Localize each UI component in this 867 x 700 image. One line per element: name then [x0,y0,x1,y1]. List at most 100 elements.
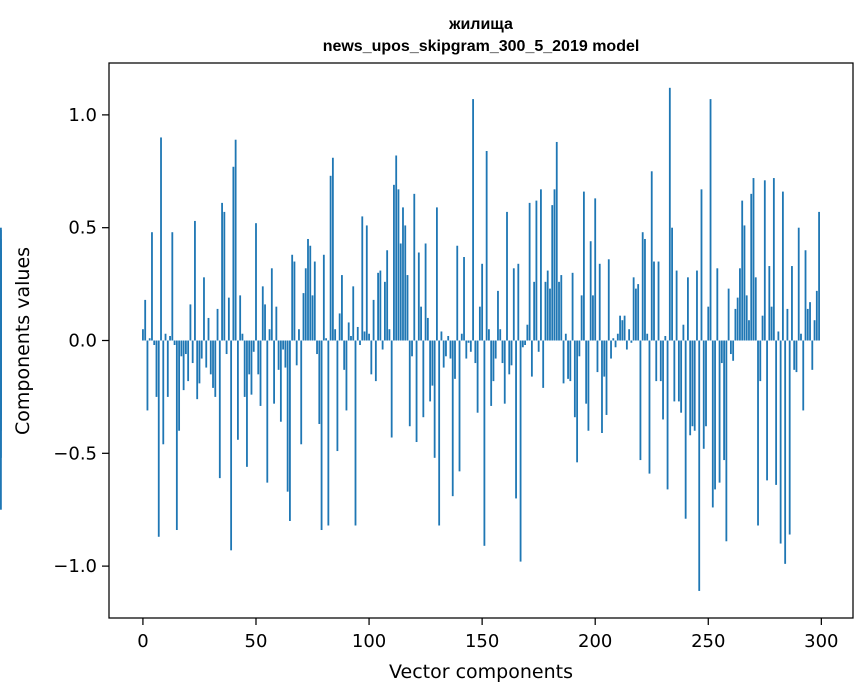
bar [736,297,739,341]
bar [298,329,300,341]
bar [239,295,242,341]
bar [709,99,712,341]
bar [748,320,750,341]
bar [445,340,447,357]
bar [266,340,269,483]
bar [279,340,282,422]
bar [320,340,323,531]
bar [166,340,169,397]
bar [526,324,529,341]
bar [729,340,732,355]
bar [664,335,667,341]
bar [806,308,809,341]
bar [458,340,461,472]
bar [402,207,404,341]
bar [725,340,728,542]
bar [528,202,531,341]
bar [291,254,294,341]
bar [383,281,386,341]
bar [372,299,375,341]
bar [429,340,432,402]
bar [259,340,262,406]
bar [194,220,196,341]
bar [515,340,517,499]
bar [587,340,590,431]
bar [625,340,628,350]
bar [273,340,275,404]
bar [804,250,807,341]
bar [420,306,422,341]
bar [530,340,533,377]
bar [723,340,726,461]
bar [207,317,210,341]
bar [675,270,678,341]
bar [440,331,443,341]
bar [442,340,445,368]
bar [754,277,757,341]
bar [619,315,621,341]
bar [687,277,689,341]
bar [494,340,497,359]
bar [573,340,576,418]
bar [793,340,796,370]
bar [818,211,820,341]
bar [232,166,235,341]
x-tick-label: 300 [804,631,838,652]
bar [313,261,316,341]
y-tick-label: −1.0 [53,556,97,577]
bar [293,261,296,341]
bar [772,178,775,341]
bar [623,315,626,341]
bar [404,225,407,341]
bar [0,250,2,341]
bar [325,338,327,341]
x-tick-label: 50 [245,631,268,652]
chart-subtitle: news_upos_skipgram_300_5_2019 model [323,38,640,55]
bar [318,340,321,424]
bar [497,290,499,341]
bar [142,329,144,341]
y-axis-ticks: −1.0 −0.5 0.0 0.5 1.0 [53,105,109,577]
bar [411,340,413,357]
bar [205,340,208,368]
bar [241,333,244,341]
bar [779,340,782,544]
bar [463,257,465,341]
bar [535,200,538,341]
bar [329,175,332,341]
bar [275,306,278,341]
bar [169,335,171,341]
bar [227,297,230,341]
bar [508,340,511,375]
bar [510,340,513,366]
bar [377,272,380,341]
bar [426,317,429,341]
bar [431,340,434,386]
bar [775,340,778,485]
bar [270,268,273,341]
bar [666,340,669,490]
bar [406,275,409,341]
bar [677,340,680,402]
bar [646,333,649,341]
bar [795,340,798,373]
bar [702,340,705,449]
bar [813,320,816,341]
bar [449,340,452,359]
x-axis-label: Vector components [389,661,573,683]
bar [261,286,264,341]
bar [203,277,205,341]
bar [684,340,687,519]
bar [603,340,606,377]
bar [451,340,454,497]
bar [160,137,162,341]
bar [255,223,257,341]
bar [363,331,366,341]
bar [395,155,398,341]
bar [811,340,814,370]
bar [474,340,477,364]
bar [560,275,563,341]
bar [237,340,239,440]
bar [628,329,631,341]
